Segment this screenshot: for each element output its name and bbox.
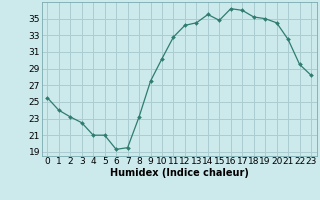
X-axis label: Humidex (Indice chaleur): Humidex (Indice chaleur): [110, 168, 249, 178]
